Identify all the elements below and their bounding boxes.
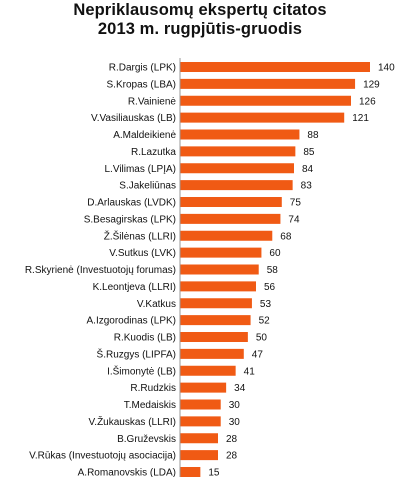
value-label: 41 <box>244 366 256 377</box>
bar <box>180 95 351 106</box>
category-label: Š.Ruzgys (LIPFA) <box>97 347 176 360</box>
category-label: S.Jakeliūnas <box>119 181 176 192</box>
value-label: 83 <box>301 181 313 192</box>
category-label: V.Vasiliauskas (LB) <box>91 113 176 124</box>
value-label: 47 <box>252 349 264 360</box>
bar <box>180 197 282 207</box>
bar <box>180 180 293 191</box>
value-label: 85 <box>303 147 315 158</box>
bar <box>180 348 244 359</box>
bar <box>180 450 218 461</box>
value-label: 140 <box>378 63 395 74</box>
bar <box>180 433 218 444</box>
category-label: V.Katkus <box>137 299 176 310</box>
value-label: 58 <box>267 265 279 276</box>
value-label: 126 <box>359 96 376 107</box>
bar <box>180 332 248 342</box>
bar <box>180 416 221 427</box>
bar <box>180 247 262 258</box>
category-label: V.Žukauskas (LLRI) <box>89 415 176 428</box>
category-label: S.Besagirskas (LPK) <box>84 214 176 225</box>
category-label: D.Arlauskas (LVDK) <box>87 198 176 209</box>
value-label: 30 <box>229 417 241 428</box>
value-label: 28 <box>226 451 238 462</box>
value-label: 56 <box>264 282 276 293</box>
category-label: V.Sutkus (LVK) <box>109 248 176 259</box>
value-label: 68 <box>280 231 292 242</box>
bar <box>180 298 252 309</box>
category-label: T.Medaiskis <box>124 400 176 411</box>
category-label: R.Rudzkis <box>130 383 176 394</box>
bar <box>180 78 356 89</box>
value-label: 60 <box>269 248 281 259</box>
value-label: 34 <box>234 383 246 394</box>
value-label: 88 <box>307 130 319 141</box>
category-label: B.Gruževskis <box>117 434 176 445</box>
bar <box>180 382 227 393</box>
value-label: 30 <box>229 400 241 411</box>
bar <box>180 264 259 275</box>
category-label: R.Vainienė <box>128 96 177 107</box>
value-label: 53 <box>260 299 272 310</box>
value-label: 75 <box>290 198 302 209</box>
category-label: R.Kuodis (LB) <box>114 333 176 344</box>
value-label: 15 <box>208 468 220 477</box>
bar <box>180 230 273 241</box>
category-label: I.Šimonytė (LB) <box>107 364 176 377</box>
bar <box>180 146 296 157</box>
bar <box>180 163 294 174</box>
chart-title-line-1: Nepriklausomų ekspertų citatos <box>73 1 327 19</box>
category-label: A.Izgorodinas (LPK) <box>87 316 177 327</box>
value-label: 121 <box>352 113 369 124</box>
category-label: R.Skyrienė (Investuotojų forumas) <box>25 265 176 276</box>
category-label: Ž.Šilėnas (LLRI) <box>104 229 176 242</box>
value-label: 52 <box>259 316 271 327</box>
bar <box>180 112 345 123</box>
category-label: L.Vilimas (LPĮA) <box>104 164 176 175</box>
category-label: A.Maldeikienė <box>113 130 176 141</box>
bar <box>180 467 201 477</box>
category-label: R.Lazutka <box>131 147 176 158</box>
category-label: A.Romanovskis (LDA) <box>78 468 176 477</box>
value-label: 74 <box>288 214 300 225</box>
category-label: V.Rūkas (Investuotojų asociacija) <box>29 451 176 462</box>
category-label: R.Dargis (LPK) <box>109 63 176 74</box>
bar <box>180 315 251 326</box>
bar <box>180 281 256 292</box>
category-label: K.Leontjeva (LLRI) <box>93 282 176 293</box>
value-label: 129 <box>363 79 380 90</box>
value-label: 50 <box>256 333 268 344</box>
bar <box>180 62 370 72</box>
value-label: 84 <box>302 164 314 175</box>
bar <box>180 213 281 224</box>
bar <box>180 129 300 140</box>
value-label: 28 <box>226 434 238 445</box>
chart-title-line-2: 2013 m. rugpjūtis-gruodis <box>97 20 303 38</box>
category-label: S.Kropas (LBA) <box>107 79 176 90</box>
bar <box>180 365 236 376</box>
bar <box>180 399 221 410</box>
